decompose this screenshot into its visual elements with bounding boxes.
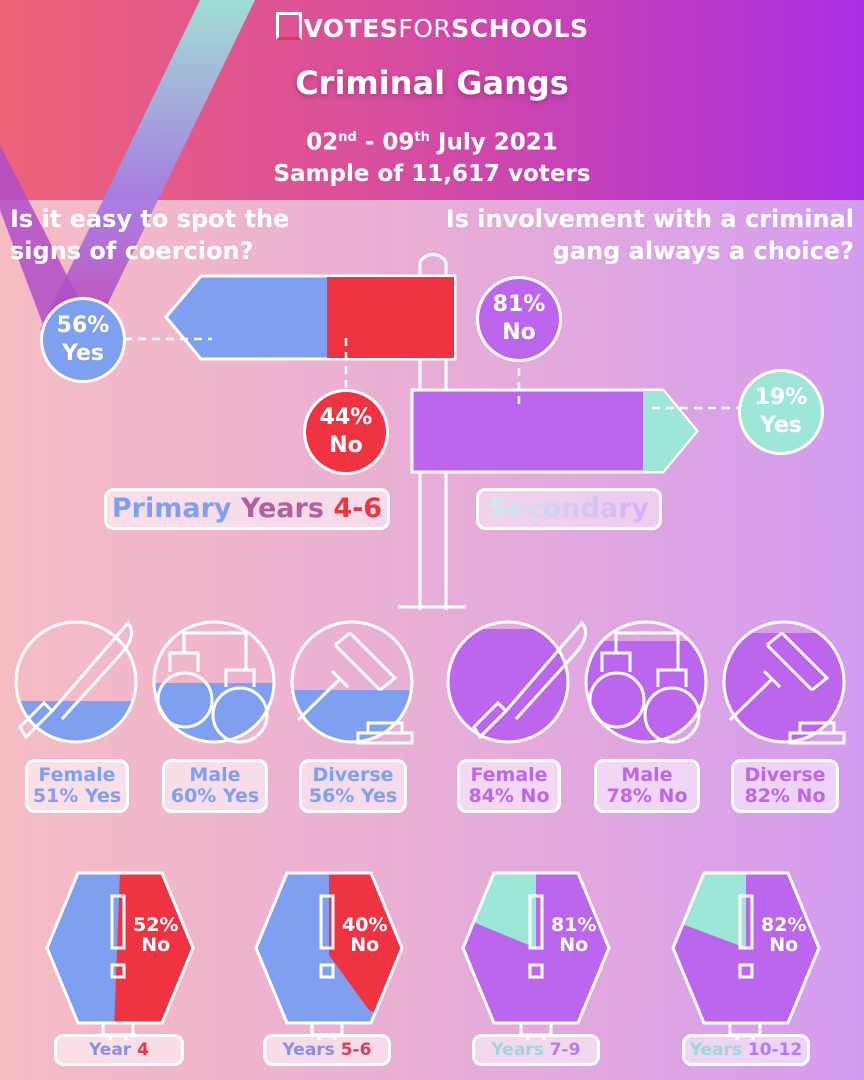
primary-group-label: Primary Years 4-6 [104,488,390,530]
primary-question: Is it easy to spot the signs of coercion? [10,205,290,265]
v-ribbon-decoration [0,0,255,330]
year-label-4: Year 4 [54,1034,184,1066]
years56-result: 40% No [342,914,388,956]
year-label-7-9: Years 7-9 [472,1034,600,1066]
gender-label-primary-female: Female 51% Yes [25,759,129,813]
gender-label-secondary-female: Female 84% No [457,759,561,813]
knife-icon [18,620,588,740]
gender-label-primary-diverse: Diverse 56% Yes [299,759,407,813]
handcuffs-icon [156,631,701,744]
secondary-no-bubble: 81% No [476,276,562,362]
secondary-question: Is involvement with a criminal gang alway… [445,205,854,265]
date-range: 02nd - 09th July 2021 Sample of 11,617 v… [0,122,864,190]
logo: VOTESFORSCHOOLS [0,12,864,43]
secondary-label-frame [476,488,662,530]
years1012-result: 82% No [761,914,807,956]
year-label-10-12: Years 10-12 [682,1034,810,1066]
gender-label-secondary-male: Male 78% No [594,759,700,813]
checkbox-logo-icon [275,12,302,40]
secondary-yes-bubble: 19% Yes [738,369,824,455]
primary-no-bubble: 44% No [303,389,389,475]
page-title: Criminal Gangs [295,64,569,102]
gender-label-primary-male: Male 60% Yes [162,759,268,813]
year-signs [45,871,821,1040]
years79-result: 81% No [551,914,597,956]
gavel-icon [296,631,846,745]
signpost-chart [124,252,740,610]
gender-icons [14,620,846,745]
year-label-5-6: Years 5-6 [263,1034,391,1066]
year4-result: 52% No [133,914,179,956]
primary-yes-bubble: 56% Yes [40,297,126,383]
gender-label-secondary-diverse: Diverse 82% No [731,759,839,813]
sample-size: Sample of 11,617 voters [273,160,591,187]
